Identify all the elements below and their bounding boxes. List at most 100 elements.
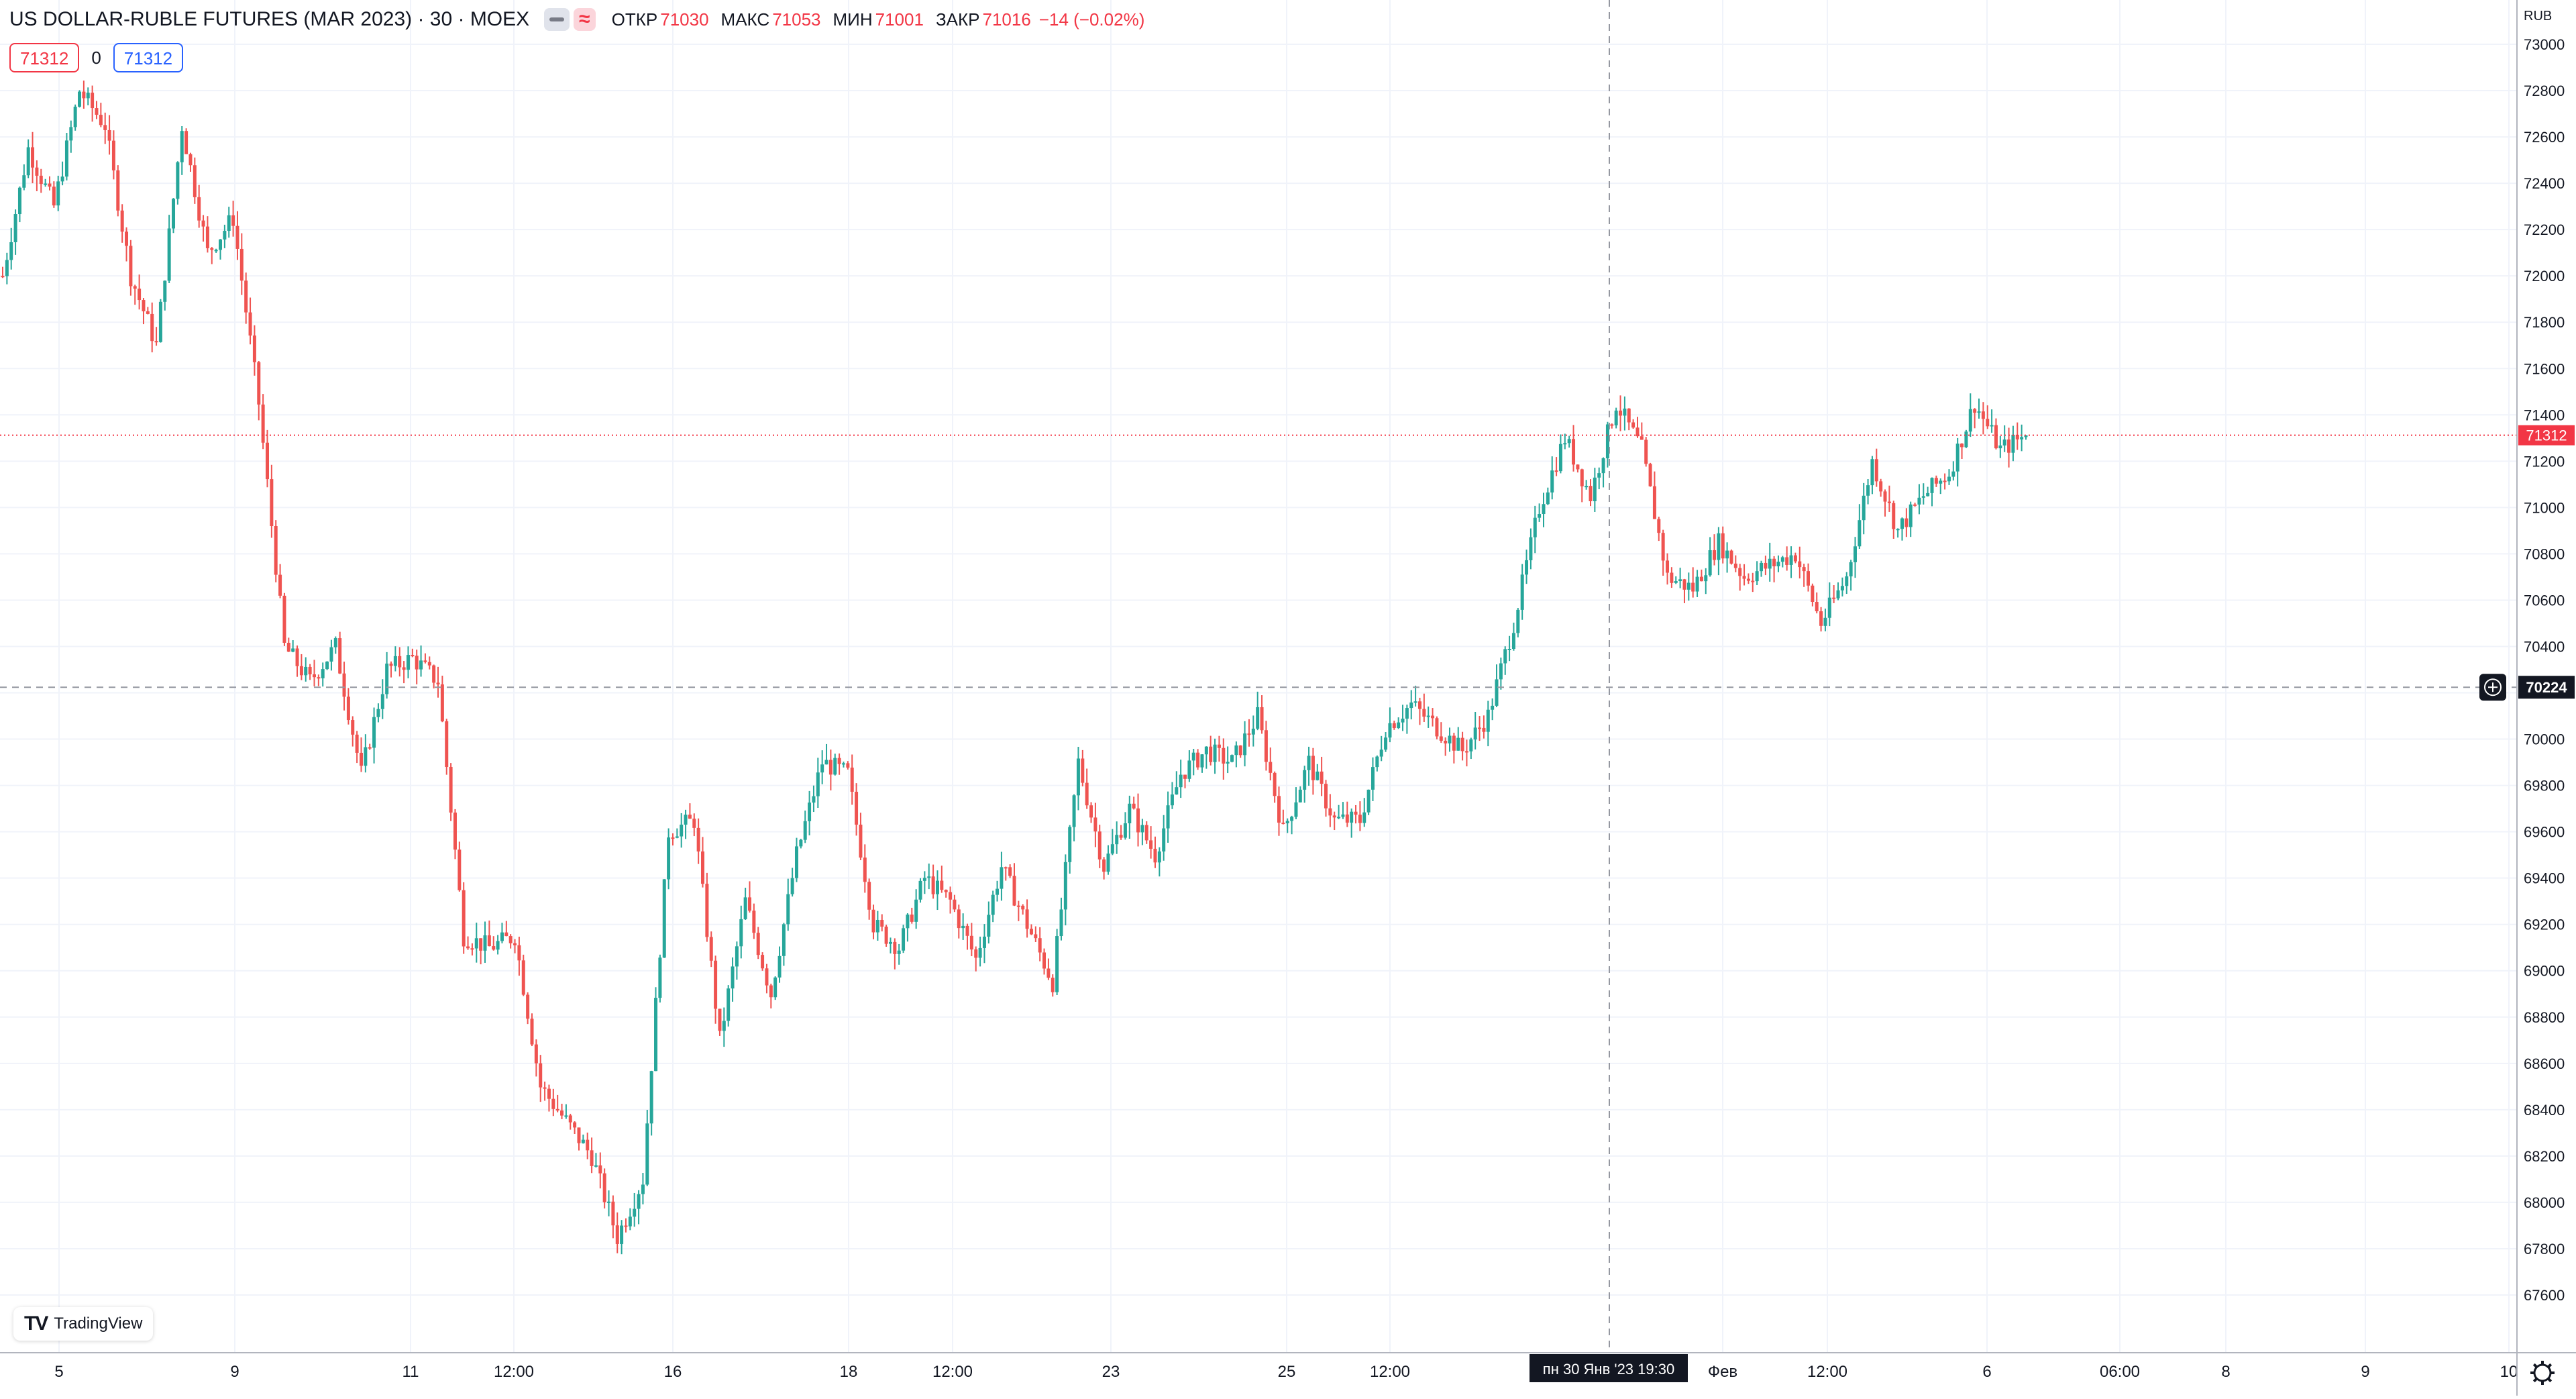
candle[interactable] bbox=[82, 81, 86, 109]
candle[interactable] bbox=[1371, 757, 1375, 802]
candle[interactable] bbox=[906, 913, 910, 942]
candle[interactable] bbox=[978, 936, 982, 967]
candle[interactable] bbox=[752, 903, 756, 939]
candle[interactable] bbox=[1294, 787, 1298, 820]
candle[interactable] bbox=[1554, 457, 1558, 476]
candle[interactable] bbox=[1947, 469, 1951, 485]
candle[interactable] bbox=[1097, 825, 1102, 868]
candle[interactable] bbox=[1008, 864, 1012, 878]
candle[interactable] bbox=[2002, 425, 2006, 452]
candle[interactable] bbox=[1529, 528, 1533, 570]
candle[interactable] bbox=[1140, 819, 1144, 845]
candle[interactable] bbox=[1191, 748, 1195, 776]
candle[interactable] bbox=[1059, 897, 1063, 941]
candle[interactable] bbox=[1106, 845, 1110, 875]
candle[interactable] bbox=[458, 841, 462, 892]
candle[interactable] bbox=[1840, 577, 1844, 597]
candle[interactable] bbox=[1657, 517, 1661, 541]
candle[interactable] bbox=[1986, 405, 1990, 429]
candle[interactable] bbox=[1614, 407, 1618, 429]
candle[interactable] bbox=[1119, 825, 1123, 840]
candle[interactable] bbox=[1879, 478, 1883, 497]
candle[interactable] bbox=[436, 666, 440, 698]
candle[interactable] bbox=[13, 209, 17, 255]
candle[interactable] bbox=[1546, 487, 1550, 505]
candle[interactable] bbox=[398, 647, 402, 677]
candle[interactable] bbox=[1811, 583, 1815, 607]
candle[interactable] bbox=[1375, 755, 1379, 772]
candle[interactable] bbox=[479, 938, 483, 965]
candle[interactable] bbox=[547, 1084, 551, 1112]
candle[interactable] bbox=[1883, 489, 1887, 517]
candle[interactable] bbox=[1345, 801, 1349, 827]
candle[interactable] bbox=[1025, 899, 1029, 938]
candle[interactable] bbox=[299, 654, 303, 680]
candle[interactable] bbox=[359, 737, 363, 772]
candle[interactable] bbox=[1780, 556, 1784, 568]
candle[interactable] bbox=[1921, 483, 1925, 505]
candle[interactable] bbox=[637, 1190, 641, 1225]
candle[interactable] bbox=[432, 664, 436, 688]
candle[interactable] bbox=[688, 803, 692, 819]
candle[interactable] bbox=[850, 754, 854, 805]
candle[interactable] bbox=[1558, 434, 1562, 474]
candle[interactable] bbox=[1384, 732, 1388, 752]
candle[interactable] bbox=[1431, 708, 1435, 727]
candle[interactable] bbox=[1281, 809, 1285, 825]
candle[interactable] bbox=[1285, 818, 1289, 833]
candle[interactable] bbox=[1448, 727, 1452, 752]
candle[interactable] bbox=[564, 1104, 568, 1119]
candle[interactable] bbox=[586, 1132, 590, 1159]
candle[interactable] bbox=[1234, 741, 1238, 768]
candle[interactable] bbox=[551, 1088, 555, 1117]
candle[interactable] bbox=[138, 274, 142, 310]
candle[interactable] bbox=[1136, 793, 1140, 847]
candle[interactable] bbox=[2007, 427, 2011, 468]
candle[interactable] bbox=[1589, 479, 1593, 507]
candle[interactable] bbox=[714, 955, 718, 1024]
candle[interactable] bbox=[577, 1127, 581, 1151]
candle[interactable] bbox=[1695, 570, 1699, 597]
candle[interactable] bbox=[197, 185, 201, 228]
candle[interactable] bbox=[1247, 719, 1251, 747]
candle[interactable] bbox=[52, 181, 56, 208]
candle[interactable] bbox=[1089, 802, 1093, 823]
candle[interactable] bbox=[893, 938, 897, 970]
candle[interactable] bbox=[116, 165, 120, 217]
candle[interactable] bbox=[291, 640, 295, 653]
candle[interactable] bbox=[1046, 958, 1051, 980]
candle[interactable] bbox=[227, 207, 231, 238]
candle[interactable] bbox=[278, 564, 282, 599]
candle[interactable] bbox=[496, 935, 500, 955]
candle[interactable] bbox=[39, 168, 43, 193]
candle[interactable] bbox=[1819, 607, 1823, 632]
candle[interactable] bbox=[235, 211, 239, 260]
candle[interactable] bbox=[611, 1195, 615, 1239]
candle[interactable] bbox=[2015, 422, 2019, 450]
candle[interactable] bbox=[368, 743, 372, 750]
candle[interactable] bbox=[189, 152, 193, 172]
candle[interactable] bbox=[2011, 425, 2015, 462]
candle[interactable] bbox=[1021, 904, 1025, 915]
candle[interactable] bbox=[1934, 475, 1938, 487]
candle[interactable] bbox=[756, 927, 760, 960]
candle[interactable] bbox=[1209, 735, 1213, 766]
candle[interactable] bbox=[1217, 735, 1221, 762]
candle[interactable] bbox=[1631, 419, 1635, 429]
candle[interactable] bbox=[44, 178, 48, 187]
candle[interactable] bbox=[1670, 567, 1674, 588]
candle[interactable] bbox=[176, 161, 180, 205]
candle[interactable] bbox=[965, 923, 969, 950]
candle[interactable] bbox=[22, 164, 26, 191]
candle[interactable] bbox=[214, 248, 218, 253]
candle[interactable] bbox=[1251, 715, 1255, 747]
candle[interactable] bbox=[573, 1121, 577, 1134]
candle[interactable] bbox=[1238, 745, 1242, 758]
candle[interactable] bbox=[142, 298, 146, 325]
candle[interactable] bbox=[1729, 549, 1733, 565]
candle[interactable] bbox=[205, 216, 209, 253]
candle[interactable] bbox=[1994, 418, 1998, 450]
candle[interactable] bbox=[1085, 768, 1089, 809]
candle[interactable] bbox=[799, 839, 803, 849]
candle[interactable] bbox=[1836, 582, 1840, 601]
